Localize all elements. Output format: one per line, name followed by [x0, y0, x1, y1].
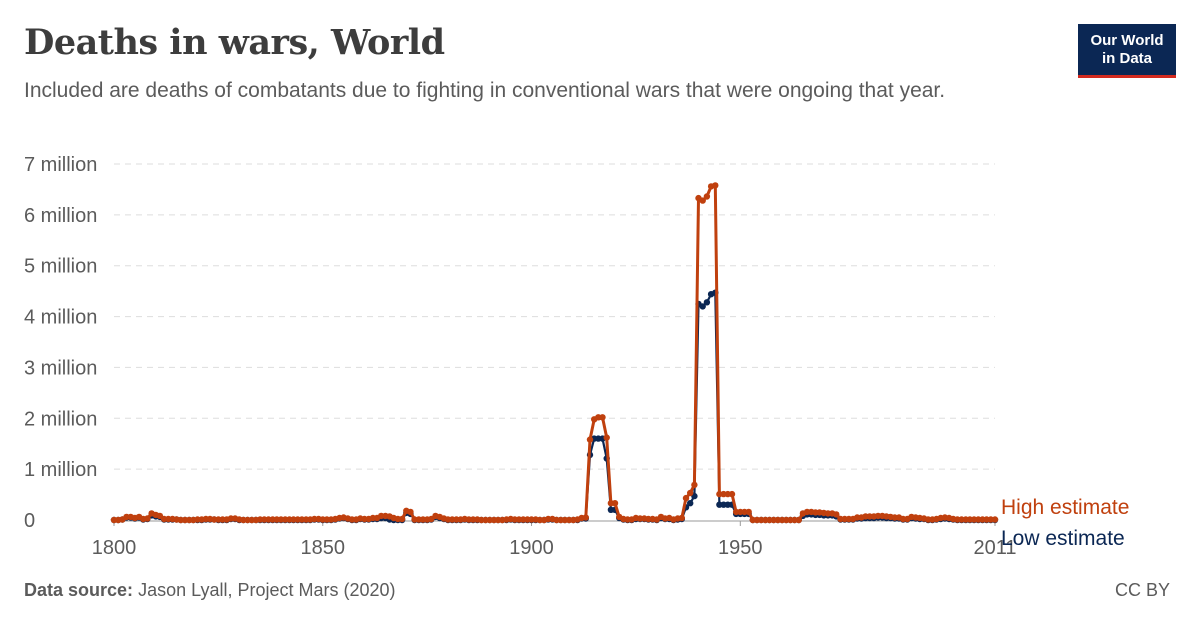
y-tick-label: 3 million: [24, 357, 97, 379]
x-axis: 1800 1850 1900 1950 2011: [92, 520, 1017, 559]
data-point[interactable]: [745, 508, 752, 516]
x-tick-label: 1800: [92, 537, 137, 559]
data-point[interactable]: [991, 516, 999, 523]
y-tick-label: 1 million: [24, 459, 97, 481]
data-point[interactable]: [144, 515, 151, 522]
license-link[interactable]: CC BY: [1114, 580, 1170, 600]
data-point[interactable]: [611, 500, 619, 507]
data-point[interactable]: [582, 514, 589, 521]
series-line: [114, 291, 995, 522]
chart-subtitle: Included are deaths of combatants due to…: [24, 79, 946, 102]
series-high-estimate: [110, 182, 999, 524]
data-point[interactable]: [678, 514, 685, 522]
y-tick-label: 0: [24, 510, 35, 532]
y-tick-label: 4 million: [24, 307, 97, 329]
data-point[interactable]: [795, 516, 802, 524]
logo-line-1: Our World: [1090, 32, 1164, 49]
data-source-label: Data source:: [24, 580, 134, 600]
data-point[interactable]: [703, 299, 711, 306]
data-point[interactable]: [699, 197, 706, 204]
x-tick-label: 1850: [301, 537, 346, 559]
data-point[interactable]: [586, 436, 594, 443]
data-point[interactable]: [712, 182, 719, 189]
data-source-text[interactable]: Jason Lyall, Project Mars (2020): [138, 580, 396, 600]
x-tick-label: 2011: [973, 537, 1016, 559]
y-tick-label: 5 million: [24, 256, 97, 278]
data-point[interactable]: [728, 490, 736, 498]
gridlines: [114, 163, 995, 470]
data-point[interactable]: [599, 414, 606, 421]
data-point[interactable]: [407, 508, 414, 516]
data-point[interactable]: [687, 500, 694, 507]
series-lines: [110, 182, 999, 524]
data-point[interactable]: [687, 489, 694, 497]
legend-labels: High estimate Low estimate: [1001, 496, 1129, 550]
series-line: [114, 183, 995, 522]
data-point[interactable]: [833, 511, 840, 518]
data-point[interactable]: [603, 434, 610, 441]
data-source: Data source: Jason Lyall, Project Mars (…: [24, 580, 396, 601]
data-point[interactable]: [691, 481, 698, 489]
data-point[interactable]: [699, 303, 706, 310]
y-tick-label: 2 million: [24, 408, 97, 430]
series-label[interactable]: High estimate: [1001, 496, 1129, 519]
data-point[interactable]: [703, 193, 711, 200]
logo-line-2: in Data: [1101, 50, 1152, 67]
chart-title: Deaths in wars, World: [24, 22, 445, 63]
y-tick-label: 6 million: [24, 205, 97, 227]
series-label[interactable]: Low estimate: [1001, 527, 1125, 550]
data-point[interactable]: [398, 515, 406, 523]
y-tick-label: 7 million: [24, 154, 97, 176]
series-low-estimate: [110, 289, 999, 524]
owid-logo[interactable]: Our World in Data: [1078, 24, 1176, 78]
x-tick-label: 1900: [509, 537, 554, 559]
y-axis-labels: 0 1 million 2 million 3 million 4 million 5 m…: [24, 154, 97, 532]
x-tick-label: 1950: [718, 537, 763, 559]
data-point[interactable]: [682, 494, 690, 502]
